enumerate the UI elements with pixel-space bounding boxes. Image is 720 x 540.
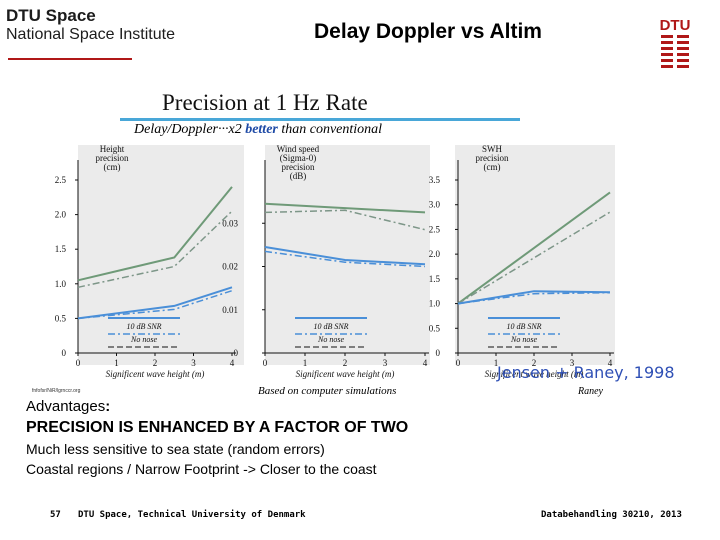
footer-institution: DTU Space, Technical University of Denma…: [78, 510, 306, 520]
figure-title-rule: [120, 118, 520, 121]
page-number: 57: [50, 510, 61, 520]
legend-label: No nose: [510, 335, 537, 344]
y-tick-label: 0.5: [55, 313, 67, 323]
y-tick-label: 0.5: [429, 323, 441, 333]
y-tick-label: 3.0: [429, 200, 441, 210]
x-tick-label: 0: [456, 358, 461, 368]
x-tick-label: 1: [303, 358, 308, 368]
panel-2-bg: [265, 145, 430, 365]
subtitle-part-2: ···x2: [217, 122, 242, 137]
x-tick-label: 2: [153, 358, 158, 368]
subtitle-better: better: [245, 122, 278, 137]
panel-backgrounds: [78, 145, 615, 365]
dtu-logo: DTU: [660, 17, 691, 68]
x-tick-label: 4: [230, 358, 235, 368]
x-tick-label: 0: [76, 358, 81, 368]
series-line: [264, 250, 426, 268]
x-tick-label: 3: [191, 358, 196, 368]
y-tick-label: 2.5: [429, 224, 441, 234]
y-tick-label: 0: [62, 348, 67, 358]
org-name: DTU Space: [6, 6, 96, 25]
advantages-label: Advantages: [26, 398, 106, 415]
x-tick-label: 0: [263, 358, 268, 368]
panel-title-line: SWH: [482, 144, 503, 154]
x-axis-label: Significent wave height (m): [296, 369, 395, 379]
y-tick-label: 0: [234, 348, 239, 358]
dtu-logo-text: DTU: [660, 17, 691, 34]
panel-title-line: precision: [282, 162, 315, 172]
header-divider: [8, 58, 132, 60]
x-tick-label: 2: [343, 358, 348, 368]
signature: Raney: [577, 386, 604, 397]
panel-title-line: (Sigma-0): [280, 153, 317, 163]
panel-title: Height precision (cm): [96, 144, 129, 172]
series-line: [264, 246, 426, 266]
x-axis-label: Significent wave height (m): [485, 369, 584, 379]
bullet-sea-state: Much less sensitive to sea state (random…: [26, 441, 325, 457]
figure-title: Precision at 1 Hz Rate: [162, 90, 368, 115]
y-tick-label: 2.5: [55, 175, 67, 185]
panel-title-line: (dB): [290, 171, 307, 181]
x-tick-label: 1: [114, 358, 119, 368]
series-line: [457, 291, 611, 305]
legend-label: 10 dB SNR: [313, 322, 348, 331]
x-tick-label: 3: [383, 358, 388, 368]
figure-subtitle: Delay/Doppler···x2 better than conventio…: [134, 122, 382, 138]
series-line: [457, 191, 611, 305]
y-tick-label: 3.5: [429, 175, 441, 185]
legend-label: No nose: [317, 335, 344, 344]
subtitle-part-3: than conventional: [281, 122, 383, 137]
y-tick-label: 1.0: [55, 279, 67, 289]
panel-title: SWH precision (cm): [476, 144, 509, 172]
panel-title-line: Height: [100, 144, 125, 154]
series-line: [264, 209, 426, 231]
legend-label: 10 dB SNR: [506, 322, 541, 331]
y-tick-label: 0.03: [222, 218, 238, 228]
panel-title-line: precision: [476, 153, 509, 163]
y-tick-label: 1.5: [429, 274, 441, 284]
y-tick-label: 1.5: [55, 244, 67, 254]
y-tick-label: 0.01: [222, 305, 238, 315]
org-subtitle: National Space Institute: [6, 26, 175, 43]
panel-title-line: (cm): [104, 162, 121, 172]
main-point: PRECISION IS ENHANCED BY A FACTOR OF TWO: [26, 419, 409, 436]
figure-caption: Based on computer simulations: [258, 385, 396, 397]
series-line: [77, 210, 233, 289]
panel-3-bg: [455, 145, 615, 365]
precision-charts: 0 0.5 1.0 1.5 2.0 2.5 0 1 2 3 4 Significent wave he…: [32, 144, 615, 397]
y-tick-label: 2.0: [429, 249, 441, 259]
x-tick-label: 4: [608, 358, 613, 368]
series-line: [457, 290, 611, 305]
x-tick-label: 2: [532, 358, 537, 368]
series-line: [77, 286, 233, 320]
y-tick-label: 0.02: [222, 262, 238, 272]
y-tick-label: 0: [436, 348, 441, 358]
panel-1-bg: [78, 145, 244, 365]
figure-credit: Jensen + Raney, 1998: [497, 363, 675, 382]
series-line: [77, 289, 233, 320]
y-tick-label: 1.0: [429, 299, 441, 309]
series-line: [264, 202, 426, 214]
x-tick-label: 4: [423, 358, 428, 368]
panel-title-line: precision: [96, 153, 129, 163]
panel-title: Wind speed (Sigma-0) precision (dB): [277, 144, 320, 181]
x-tick-label: 1: [494, 358, 499, 368]
slide-title: Delay Doppler vs Altim: [314, 20, 542, 43]
series-line: [77, 186, 233, 282]
advantages-colon: :: [105, 398, 111, 415]
bullet-coastal: Coastal regions / Narrow Footprint -> Cl…: [26, 461, 377, 477]
footer-course: Databehandling 30210, 2013: [541, 510, 682, 520]
subtitle-part-1: Delay/Doppler: [134, 122, 218, 137]
advantages-heading: Advantages:: [26, 398, 110, 415]
x-tick-label: 3: [570, 358, 575, 368]
panel-title-line: (cm): [484, 162, 501, 172]
y-tick-label: 2.0: [55, 210, 67, 220]
legend-label: No nose: [130, 335, 157, 344]
panel-title-line: Wind speed: [277, 144, 320, 154]
legend-label: 10 dB SNR: [126, 322, 161, 331]
small-url: fnfofsr/NiR/lgrnccr.org: [32, 388, 81, 394]
x-axis-label: Significent wave height (m): [106, 369, 205, 379]
